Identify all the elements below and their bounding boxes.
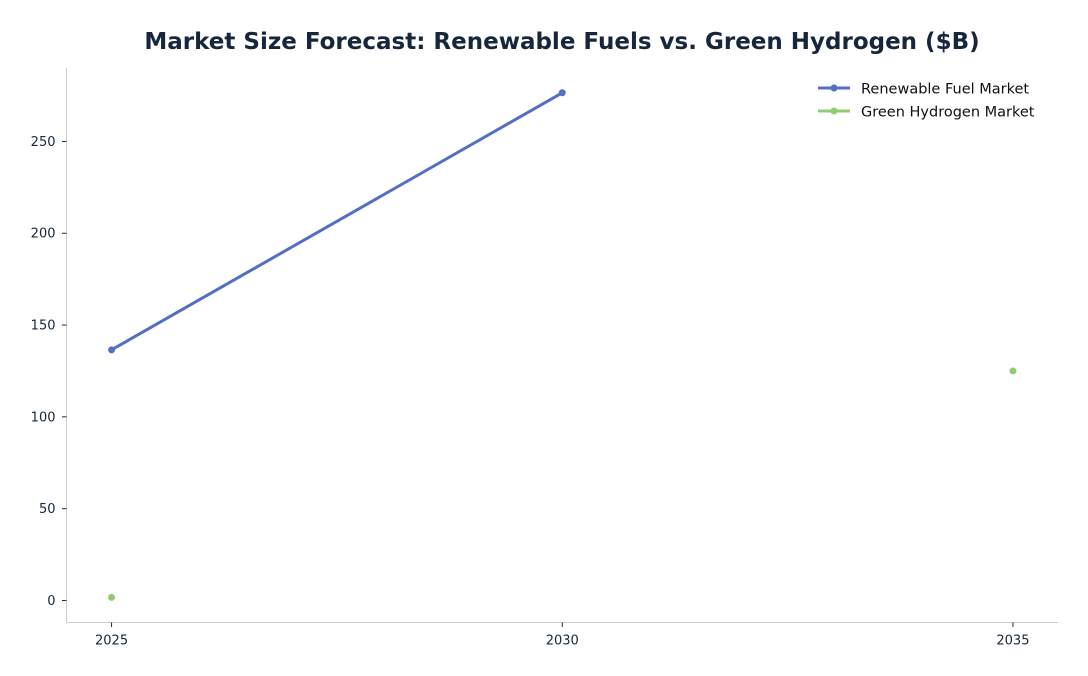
y-tick-label: 50	[39, 502, 56, 517]
y-tick-label: 0	[47, 594, 55, 609]
data-point[interactable]	[108, 593, 116, 601]
chart-title: Market Size Forecast: Renewable Fuels vs…	[144, 29, 979, 55]
series-layer	[108, 89, 1017, 601]
y-axis-ticks: 0 50 100 150 200 250	[31, 135, 67, 609]
x-tick-label: 2025	[95, 634, 128, 649]
legend: Renewable Fuel Market Green Hydrogen Mark…	[818, 82, 1035, 121]
x-tick-label: 2030	[546, 634, 579, 649]
series-line-segment	[110, 91, 564, 352]
legend-label: Renewable Fuel Market	[861, 82, 1029, 98]
legend-swatch-marker	[830, 107, 838, 115]
y-tick-label: 150	[31, 319, 56, 334]
x-tick-label: 2035	[996, 634, 1029, 649]
legend-item[interactable]: Green Hydrogen Market	[818, 105, 1035, 121]
legend-swatch-marker	[830, 84, 838, 92]
y-tick-label: 200	[31, 227, 56, 242]
data-point[interactable]	[558, 89, 566, 97]
data-point[interactable]	[1009, 367, 1017, 375]
legend-item[interactable]: Renewable Fuel Market	[818, 82, 1029, 98]
data-point[interactable]	[108, 346, 116, 354]
x-axis-ticks: 2025 2030 2035	[95, 622, 1029, 649]
legend-label: Green Hydrogen Market	[861, 105, 1035, 121]
series-green-hydrogen-market	[108, 367, 1017, 601]
y-tick-label: 100	[31, 410, 56, 425]
series-renewable-fuel-market	[108, 89, 566, 354]
y-tick-label: 250	[31, 135, 56, 150]
